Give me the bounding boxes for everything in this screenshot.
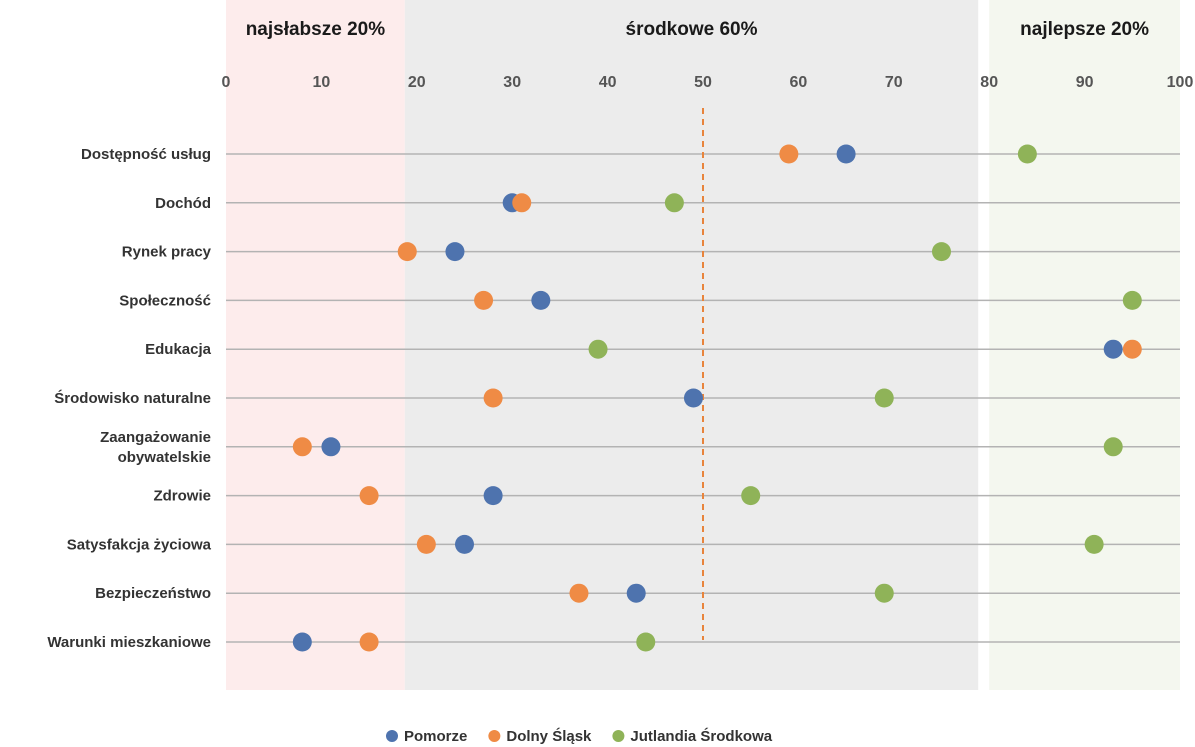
- x-tick-label: 100: [1167, 74, 1194, 91]
- point-dolny-śląsk: [359, 486, 379, 506]
- category-label: Środowisko naturalne: [54, 389, 211, 407]
- category-label: Bezpieczeństwo: [95, 585, 211, 602]
- band-labels: najsłabsze 20% środkowe 60% najlepsze 20%: [246, 19, 1149, 40]
- category-label: obywatelskie: [118, 449, 211, 466]
- legend-label: Dolny Śląsk: [506, 727, 592, 745]
- legend: Pomorze Dolny Śląsk Jutlandia Środkowa: [386, 727, 773, 745]
- category-label: Zdrowie: [153, 488, 211, 505]
- point-jutlandia-środkowa: [664, 193, 684, 213]
- point-dolny-śląsk: [397, 242, 417, 262]
- category-label: Zaangażowanie: [100, 429, 211, 446]
- point-pomorze: [1103, 339, 1123, 359]
- x-tick-label: 70: [885, 74, 903, 91]
- band-2: [989, 0, 1180, 690]
- point-dolny-śląsk: [569, 583, 589, 603]
- x-tick-label: 0: [222, 74, 231, 91]
- category-label: Dochód: [155, 195, 211, 212]
- x-tick-label: 60: [790, 74, 808, 91]
- point-pomorze: [626, 583, 646, 603]
- point-dolny-śląsk: [483, 388, 503, 408]
- x-tick-label: 10: [313, 74, 331, 91]
- category-label: Dostępność usług: [81, 146, 211, 163]
- point-pomorze: [836, 144, 856, 164]
- point-pomorze: [292, 632, 312, 652]
- x-tick-label: 40: [599, 74, 617, 91]
- x-tick-label: 20: [408, 74, 426, 91]
- point-dolny-śląsk: [474, 290, 494, 310]
- point-pomorze: [483, 486, 503, 506]
- point-pomorze: [683, 388, 703, 408]
- band-0: [226, 0, 405, 690]
- point-jutlandia-środkowa: [1084, 534, 1104, 554]
- band-label-1: środkowe 60%: [626, 19, 758, 40]
- legend-marker: [488, 730, 501, 742]
- band-backgrounds: [226, 0, 1180, 690]
- band-1: [404, 0, 979, 690]
- x-tick-label: 50: [694, 74, 712, 91]
- category-label: Społeczność: [119, 292, 211, 309]
- x-tick-label: 90: [1076, 74, 1094, 91]
- x-axis-ticks: 0 10 20 30 40 50 60 70 80 90 100: [222, 74, 1194, 91]
- point-pomorze: [455, 534, 474, 554]
- category-label: Rynek pracy: [122, 244, 212, 261]
- point-dolny-śląsk: [512, 193, 532, 213]
- legend-label: Pomorze: [404, 728, 467, 745]
- point-dolny-śląsk: [359, 632, 379, 652]
- point-jutlandia-środkowa: [636, 632, 656, 652]
- category-label: Edukacja: [145, 341, 212, 358]
- point-jutlandia-środkowa: [1017, 144, 1037, 164]
- point-jutlandia-środkowa: [874, 583, 894, 603]
- legend-marker: [386, 730, 398, 742]
- point-dolny-śląsk: [1122, 339, 1142, 359]
- point-jutlandia-środkowa: [932, 242, 951, 262]
- data-points: [292, 144, 1142, 652]
- band-label-0: najsłabsze 20%: [246, 19, 386, 40]
- point-jutlandia-środkowa: [588, 339, 608, 359]
- point-pomorze: [445, 242, 465, 262]
- point-pomorze: [321, 437, 341, 457]
- point-jutlandia-środkowa: [1122, 290, 1142, 310]
- point-dolny-śląsk: [416, 534, 436, 554]
- point-pomorze: [531, 290, 551, 310]
- band-label-2: najlepsze 20%: [1020, 19, 1149, 40]
- legend-label: Jutlandia Środkowa: [630, 727, 772, 745]
- category-label: Warunki mieszkaniowe: [47, 634, 211, 651]
- x-tick-label: 80: [980, 74, 998, 91]
- legend-marker: [612, 730, 625, 742]
- point-jutlandia-środkowa: [874, 388, 894, 408]
- x-tick-label: 30: [503, 74, 521, 91]
- point-dolny-śląsk: [779, 144, 799, 164]
- point-dolny-śląsk: [292, 437, 312, 457]
- category-label: Satysfakcja życiowa: [67, 536, 212, 553]
- point-jutlandia-środkowa: [1103, 437, 1123, 457]
- point-jutlandia-środkowa: [741, 486, 761, 506]
